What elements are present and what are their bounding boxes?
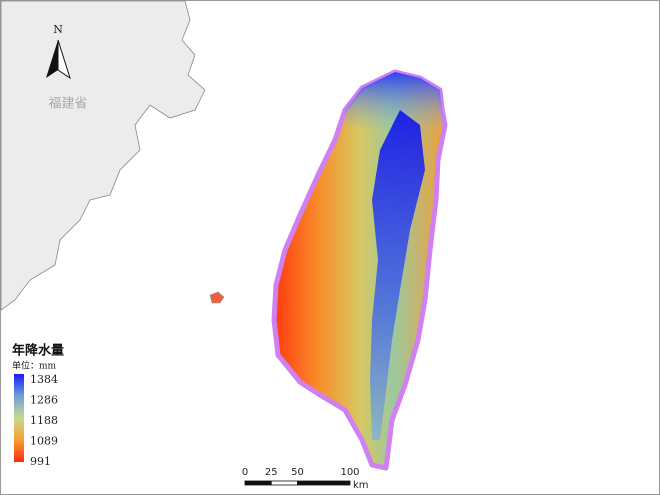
legend-label: 1089 xyxy=(30,435,58,448)
legend-ramp xyxy=(14,374,24,462)
north-region xyxy=(345,72,445,135)
scale-unit: km xyxy=(353,480,369,491)
north-arrow xyxy=(46,40,58,78)
scale-tick-label: 100 xyxy=(340,467,359,478)
province-label: 福建省 xyxy=(48,97,87,112)
central-range xyxy=(370,110,425,440)
scale-tick-label: 0 xyxy=(242,467,248,478)
scale-segment xyxy=(297,480,351,486)
scale-segment xyxy=(244,480,272,486)
scale-tick-label: 50 xyxy=(291,467,304,478)
legend-label: 1188 xyxy=(30,414,58,427)
north-label: N xyxy=(53,23,63,36)
north-arrow xyxy=(57,39,71,80)
penghu xyxy=(209,291,225,304)
legend-title: 年降水量 xyxy=(12,343,64,359)
legend-unit: 单位：mm xyxy=(12,360,57,372)
scale-segment xyxy=(270,480,298,486)
legend-label: 1384 xyxy=(30,373,58,386)
legend-label: 991 xyxy=(30,455,51,468)
legend-label: 1286 xyxy=(30,394,58,407)
scale-tick-label: 25 xyxy=(265,467,278,478)
mainland xyxy=(0,0,206,311)
